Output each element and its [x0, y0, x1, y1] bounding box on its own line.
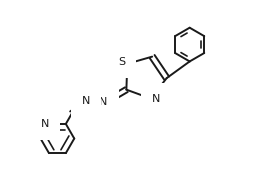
Text: N: N: [152, 94, 161, 104]
Text: N: N: [99, 97, 108, 107]
Text: S: S: [118, 57, 125, 67]
Text: N: N: [41, 119, 49, 129]
Text: N: N: [82, 96, 90, 106]
